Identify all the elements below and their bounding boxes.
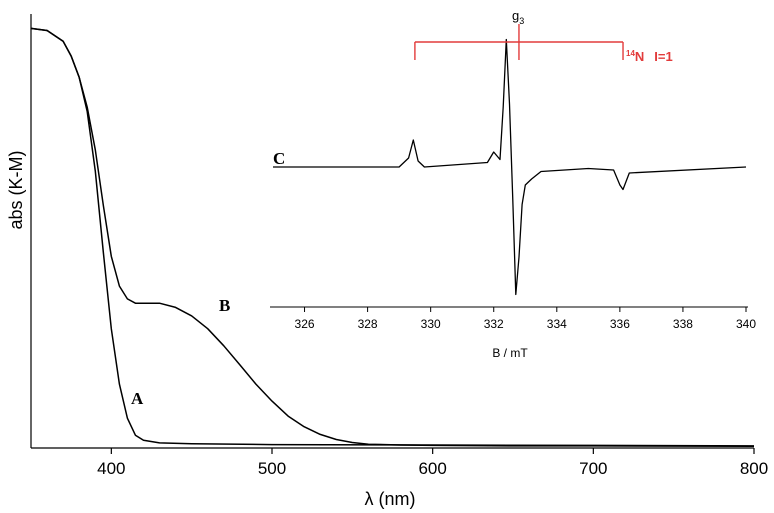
curve-label-a: A	[131, 389, 144, 408]
inset-x-tick-label-328: 328	[358, 317, 378, 331]
main-x-tick-label-400: 400	[97, 459, 125, 478]
main-x-tick-label-800: 800	[740, 459, 768, 478]
series-c-line	[273, 38, 747, 296]
inset-plot: 326 328 330 332 334 336 338 340 B / mT C g3 14N…	[270, 8, 756, 360]
n14-main: N	[635, 49, 644, 64]
g3-label: g3	[512, 8, 524, 26]
n14-spin: I=1	[654, 49, 672, 64]
nitrogen-stick-diagram	[414, 24, 624, 60]
inset-x-tick-label-326: 326	[295, 317, 315, 331]
series-a-line	[30, 27, 755, 447]
inset-curve	[273, 38, 747, 296]
inset-x-tick-label-332: 332	[484, 317, 504, 331]
main-x-ticks: 400 500 600 700 800	[97, 448, 768, 478]
n14-superscript: 14	[626, 49, 635, 58]
curve-label-c: C	[273, 149, 285, 168]
main-y-axis-label: abs (K-M)	[6, 150, 26, 229]
inset-x-tick-label-334: 334	[547, 317, 567, 331]
n14-label: 14N I=1	[626, 49, 673, 64]
inset-x-tick-label-338: 338	[673, 317, 693, 331]
main-x-axis-label: λ (nm)	[365, 489, 416, 509]
g3-main: g	[512, 8, 519, 23]
inset-x-ticks: 326 328 330 332 334 336 338 340	[295, 307, 756, 331]
inset-x-tick-label-330: 330	[421, 317, 441, 331]
main-x-tick-label-600: 600	[418, 459, 446, 478]
main-plot: 400 500 600 700 800 λ (nm) abs (K-M) A B	[6, 14, 768, 509]
inset-x-axis-label: B / mT	[492, 346, 528, 360]
g3-subscript: 3	[519, 16, 524, 26]
main-curves	[30, 27, 755, 448]
series-b-line	[30, 27, 755, 448]
inset-x-tick-label-340: 340	[736, 317, 756, 331]
main-x-tick-label-700: 700	[579, 459, 607, 478]
curve-label-b: B	[219, 296, 230, 315]
inset-x-tick-label-336: 336	[610, 317, 630, 331]
main-x-tick-label-500: 500	[258, 459, 286, 478]
